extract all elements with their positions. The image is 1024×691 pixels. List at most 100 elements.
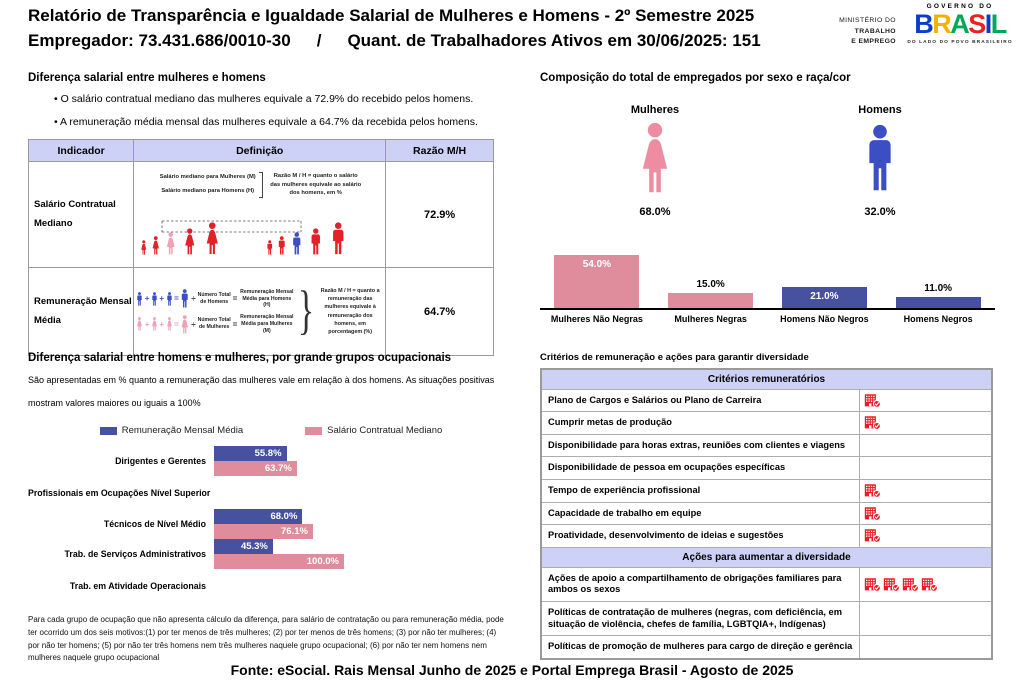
bar-value-label: 15.0%: [696, 279, 725, 290]
bar-category-label: Mulheres Não Negras: [550, 314, 643, 324]
company-check-icon: [864, 507, 881, 521]
criteria-row: Ações de apoio a compartilhamento de obr…: [540, 566, 993, 602]
woman-icon: [642, 122, 668, 193]
criteria-check-cell: [858, 524, 993, 548]
criteria-section-header-row: Ações para aumentar a diversidade: [540, 546, 993, 568]
occupational-category-label: Profissionais em Ocupações Nível Superio…: [28, 487, 211, 498]
indicator-name: Salário Contratual Mediano: [27, 161, 135, 268]
bar-value-label: 55.8%: [254, 447, 282, 459]
section-heading: Diferença salarial entre homens e mulher…: [28, 352, 452, 364]
formula-rows: + + = ÷ Número Total de Homens = Remuneração M…: [136, 289, 295, 335]
criteria-label: Proatividade, desenvolvimento de ideias …: [540, 524, 860, 548]
legend-swatch: [99, 426, 117, 435]
criteria-check-cell: [858, 456, 993, 480]
median-definition-cell: Salário mediano para Mulheres (M) Salári…: [133, 161, 387, 268]
person-man-icon: [182, 289, 188, 308]
composition-bar: [668, 293, 754, 308]
criteria-check-cell: [858, 433, 993, 458]
occupational-bar: 45.3%: [214, 539, 273, 554]
bar-value-label: 21.0%: [810, 291, 839, 302]
bar-slot: 54.0%: [540, 236, 654, 308]
person-man-icon: [166, 292, 172, 306]
bracket-shape: [258, 172, 263, 198]
occupational-bar: 55.8%: [214, 446, 287, 461]
page-title: Relatório de Transparência e Igualdade S…: [28, 6, 755, 25]
employer-id: Empregador: 73.431.686/0010-30: [28, 31, 291, 50]
median-women-line: Salário mediano para Mulheres (M): [159, 174, 256, 181]
bar-value-label: 68.0%: [270, 510, 298, 522]
operator: +: [159, 319, 165, 329]
page-subtitle: Empregador: 73.431.686/0010-30 / Quant. …: [28, 31, 761, 51]
brand-letter: L: [990, 9, 1008, 39]
table-row: Remuneração Mensal Média + + = ÷ Número Tota…: [27, 267, 494, 356]
composition-section: Composição do total de empregados por se…: [540, 72, 995, 324]
subtitle-separator: /: [316, 31, 322, 50]
bar-slot: 15.0%: [654, 236, 768, 308]
composition-bar: [895, 297, 981, 308]
occupational-category-label: Trab. de Serviços Administrativos: [64, 549, 206, 559]
criteria-icons: [864, 393, 988, 408]
indicator-table: Indicador Definição Razão M/H Salário Co…: [27, 139, 494, 356]
criteria-icons: [864, 506, 988, 521]
occupational-description-line2: mostram valores maiores ou iguais a 100%: [28, 398, 201, 408]
occupational-description-line1: São apresentadas em % quanto a remuneraç…: [28, 375, 495, 385]
criteria-label: Ações de apoio a compartilhamento de obr…: [540, 566, 860, 602]
bar-value-label: 11.0%: [924, 283, 953, 294]
bar-value-label: 45.3%: [240, 540, 268, 552]
ministry-line: TRABALHO: [854, 27, 896, 35]
criteria-section-header: Critérios remuneratórios: [540, 368, 993, 390]
person-man-icon: [137, 292, 142, 306]
section-heading: Critérios de remuneração e ações para ga…: [540, 352, 809, 363]
criteria-row: Disponibilidade para horas extras, reuni…: [540, 433, 993, 458]
person-woman-icon: [181, 314, 189, 334]
occupational-bar: 76.1%: [214, 524, 313, 539]
occupational-category-label: Dirigentes e Gerentes: [115, 456, 206, 466]
col-definicao: Definição: [133, 139, 387, 162]
brace-shape: }: [297, 281, 315, 341]
criteria-row: Políticas de promoção de mulheres para c…: [540, 635, 993, 660]
operator: ÷: [191, 294, 196, 304]
section-heading: Diferença salarial entre mulheres e home…: [28, 72, 266, 84]
median-ratio-value: 72.9%: [385, 161, 494, 268]
criteria-icons: [864, 483, 988, 499]
bar-slot: 21.0%: [768, 236, 882, 308]
occupational-bars: 55.8% 63.7%: [214, 446, 297, 476]
men-percentage: 32.0%: [864, 206, 896, 218]
occupational-row: Dirigentes e Gerentes 55.8% 63.7%: [28, 446, 514, 476]
occupational-row: Trab. em Atividade Operacionais: [28, 569, 514, 602]
col-razao: Razão M/H: [385, 139, 494, 162]
ministry-line: E EMPREGO: [851, 38, 896, 46]
occupational-bar-chart: Dirigentes e Gerentes 55.8% 63.7% Profissio…: [28, 446, 514, 602]
occupational-bar: 63.7%: [214, 461, 297, 476]
brand-letter: I: [984, 9, 993, 39]
criteria-check-cell: [858, 411, 993, 435]
formula-divisor: Número Total de Mulheres: [197, 317, 231, 331]
occupational-bars: 45.3% 100.0%: [214, 539, 344, 569]
formula-row: + + = ÷ Número Total de Homens = Remuneração M…: [136, 289, 295, 309]
formula-result: Remuneração Mensal Média para Homens (H): [240, 288, 294, 309]
composition-bar: [554, 255, 640, 308]
source-footer: Fonte: eSocial. Rais Mensal Junho de 202…: [230, 662, 794, 678]
median-ratio-note: Razão M / H = quanto o salário das mulhe…: [270, 172, 362, 197]
operator: =: [174, 294, 179, 304]
company-check-icon: [864, 578, 881, 592]
criteria-check-cell: [858, 635, 993, 660]
section-heading: Composição do total de empregados por se…: [540, 72, 851, 84]
bar-category-label: Homens Não Negros: [780, 314, 869, 324]
criteria-label: Plano de Cargos e Salários ou Plano de C…: [540, 388, 860, 413]
man-icon: [869, 124, 891, 191]
criteria-label: Disponibilidade de pessoa em ocupações e…: [540, 456, 860, 480]
ministry-logo: MINISTÉRIO DO TRABALHO E EMPREGO: [820, 16, 896, 48]
bar-category-label: Mulheres Negras: [674, 314, 747, 324]
bullet-median-salary: O salário contratual mediano das mulhere…: [54, 93, 494, 105]
composition-bar: [781, 287, 867, 308]
sex-figures: Mulheres 68.0% Homens 32.0%: [540, 84, 995, 234]
criteria-label: Políticas de contratação de mulheres (ne…: [540, 600, 860, 637]
occupational-category-label: Técnicos de Nível Médio: [103, 519, 206, 529]
brand-letter: S: [968, 9, 986, 39]
gov-logo-top-text: GOVERNO DO: [926, 3, 994, 10]
criteria-check-cell: [858, 388, 993, 413]
criteria-row: Tempo de experiência profissional: [540, 478, 993, 503]
bar-slot: 11.0%: [881, 236, 995, 308]
